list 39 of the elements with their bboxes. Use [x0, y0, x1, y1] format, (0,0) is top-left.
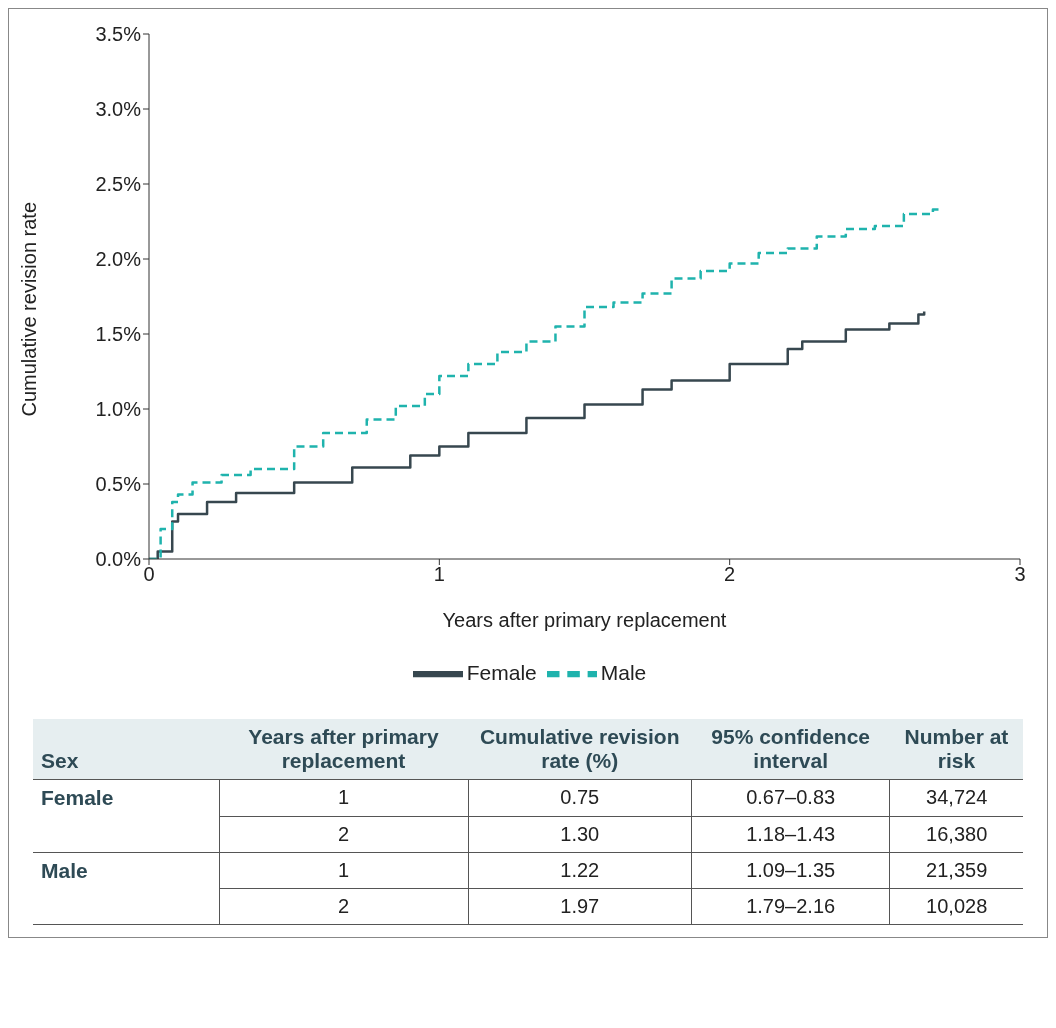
legend-label: Female [466, 660, 537, 684]
text: 1.79–2.16 [746, 895, 836, 917]
y-tick-label: 2.5% [95, 173, 142, 196]
x-tick-label: 1 [433, 563, 445, 586]
text: 0.67–0.83 [746, 786, 836, 809]
text: 2 [337, 895, 350, 917]
text: 0.75 [560, 786, 600, 809]
text: 1 [337, 858, 350, 881]
x-tick-label: 0 [143, 563, 155, 586]
y-tick-label: 1.5% [95, 323, 142, 346]
text: 16,380 [926, 822, 988, 845]
y-tick-label: 0.0% [95, 548, 142, 571]
x-tick-label: 3 [1014, 563, 1026, 586]
text: 1.09–1.35 [746, 858, 836, 881]
text: 10,028 [926, 895, 988, 917]
text: 1.18–1.43 [746, 822, 836, 845]
text: 2 [337, 822, 350, 845]
category-label: Cumulative revision rate (%) [468, 719, 692, 780]
text: 1.22 [560, 858, 600, 881]
category-label: Sex [33, 719, 219, 780]
text: 21,359 [926, 858, 988, 881]
category-label: Years after primary replacement [219, 719, 468, 780]
category-label: Male [41, 858, 88, 882]
y-tick-label: 2.0% [95, 248, 142, 271]
category-label: Female [41, 786, 114, 809]
text: 34,724 [926, 786, 988, 809]
y-axis-title: Cumulative revision rate [18, 201, 41, 417]
text: 1.30 [560, 822, 600, 845]
y-tick-label: 3.0% [95, 98, 142, 121]
text: 1 [337, 786, 350, 809]
legend-label: Male [600, 660, 647, 684]
y-tick-label: 3.5% [95, 23, 142, 46]
x-tick-label: 2 [724, 563, 736, 586]
category-label: 95% confidence interval [691, 719, 890, 780]
y-tick-label: 1.0% [95, 398, 142, 421]
text: 1.97 [560, 895, 600, 917]
category-label: Number at risk [889, 719, 1023, 780]
x-axis-title: Years after primary replacement [442, 609, 727, 631]
y-tick-label: 0.5% [95, 473, 142, 496]
